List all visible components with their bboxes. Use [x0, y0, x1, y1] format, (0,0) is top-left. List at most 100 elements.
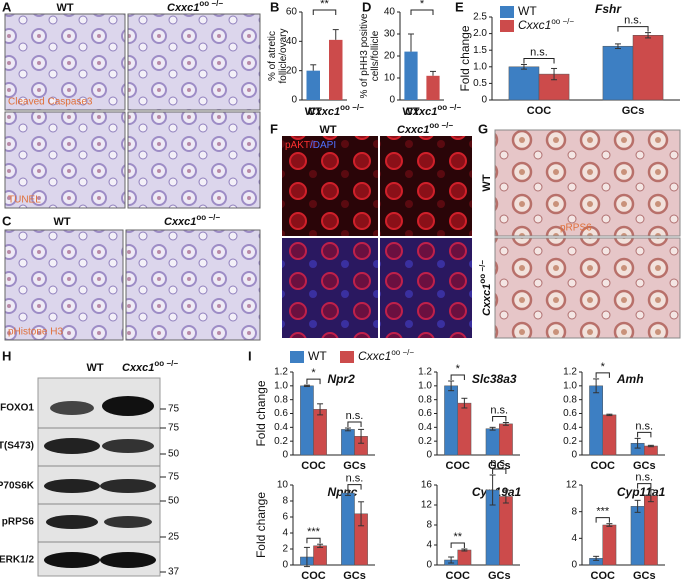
legend-swatch	[500, 20, 514, 32]
y-tick-label: 1.0	[563, 380, 577, 391]
micrograph	[494, 129, 681, 237]
genotype-label-base: Cxxc1	[164, 216, 196, 228]
genotype-label-sup: oo −/−	[478, 260, 487, 284]
micrograph	[380, 136, 472, 236]
y-tick-label: 1.5	[473, 45, 487, 56]
panel-letter: E	[455, 0, 464, 14]
band	[44, 438, 100, 454]
genotype-label: WT	[481, 174, 493, 191]
x-tick-label: GCs	[343, 570, 366, 579]
bar	[630, 506, 645, 566]
x-tick-label: GCs	[488, 570, 511, 579]
panel-letter: I	[248, 348, 252, 363]
y-tick-label: 40	[286, 36, 298, 47]
significance-label: ***	[307, 526, 321, 538]
x-tick-label: COC	[301, 460, 326, 472]
panel-letter: D	[362, 0, 371, 14]
micrograph	[380, 238, 472, 338]
significance-label: ***	[596, 506, 610, 518]
bar	[602, 414, 617, 456]
significance-bracket	[450, 542, 465, 548]
panel-letter: C	[2, 213, 12, 228]
genotype-label: Cxxc1oo −/−	[164, 213, 220, 228]
significance-label: n.s.	[635, 472, 653, 484]
y-tick-label: 16	[421, 480, 433, 491]
marker-label: 25	[168, 532, 180, 543]
x-tick-label: COC	[527, 105, 552, 117]
y-axis-label: Fold change	[254, 492, 268, 558]
bar	[632, 35, 664, 101]
band	[102, 439, 154, 453]
x-tick-label-sup: oo −/−	[340, 103, 364, 112]
y-tick-label: 4	[282, 528, 288, 539]
stain-label: pAKT/DAPI	[285, 140, 336, 151]
micrograph	[127, 111, 261, 209]
bar	[404, 51, 418, 100]
significance-bracket	[450, 374, 465, 380]
panel-letter: G	[478, 121, 488, 136]
micrograph	[282, 238, 378, 338]
band-label: FOXO1	[0, 403, 34, 414]
y-tick-label: 0.6	[274, 408, 288, 419]
y-tick-label: 0	[291, 95, 297, 106]
marker-label: 75	[168, 404, 180, 415]
x-tick-label: WT	[305, 106, 322, 118]
y-tick-label: 0.2	[418, 436, 432, 447]
chart-title: Slc38a3	[472, 372, 517, 386]
genotype-label-base: Cxxc1	[122, 362, 154, 374]
bar	[499, 496, 513, 566]
band	[100, 552, 156, 568]
genotype-label: WT	[56, 2, 73, 14]
y-tick-label: 0.2	[274, 436, 288, 447]
y-tick-label: 6	[282, 512, 288, 523]
panel-letter: A	[2, 0, 12, 14]
y-tick-label: 0	[282, 450, 288, 461]
y-tick-label: 1.0	[418, 380, 432, 391]
genotype-label-sup: oo −/−	[154, 359, 178, 368]
significance-bracket	[523, 57, 555, 64]
bar	[485, 428, 500, 456]
legend-label-base: WT	[308, 349, 327, 363]
significance-label: *	[601, 361, 606, 373]
y-tick-label: 0.5	[473, 78, 487, 89]
bar	[508, 66, 540, 101]
marker-label: 50	[168, 496, 180, 507]
x-tick-label: COC	[591, 460, 616, 472]
y-tick-label: 0.4	[563, 422, 577, 433]
band	[44, 552, 100, 568]
x-tick-label: GCs	[633, 460, 656, 472]
y-tick-label: 60	[286, 7, 298, 18]
bar	[306, 70, 320, 100]
y-tick-label: 0.6	[563, 408, 577, 419]
legend-swatch	[340, 351, 354, 363]
y-tick-label: 8	[426, 520, 432, 531]
legend-label: WT	[308, 349, 327, 363]
y-tick-label: 1.2	[274, 367, 288, 378]
y-tick-label: 0	[426, 450, 432, 461]
panel-letter: B	[270, 0, 279, 14]
y-tick-label: 2.5	[473, 12, 487, 23]
legend-label-sup: oo −/−	[551, 17, 574, 26]
y-tick-label: 0.4	[274, 422, 288, 433]
significance-bracket	[306, 537, 321, 544]
y-tick-label: 30	[384, 29, 396, 40]
significance-label: n.s.	[490, 457, 508, 469]
bar	[444, 385, 459, 456]
bar	[602, 45, 634, 101]
y-tick-label: 2.0	[473, 28, 487, 39]
y-axis-label: Fold change	[254, 380, 268, 446]
significance-label: n.s.	[530, 46, 548, 58]
genotype-label: Cxxc1oo −/−	[397, 121, 453, 136]
y-tick-label: 0	[282, 560, 288, 571]
band	[100, 479, 156, 493]
bar	[300, 385, 314, 456]
genotype-label-base: Cxxc1	[167, 2, 199, 14]
significance-label: n.s.	[635, 420, 653, 432]
x-tick-label-sup: oo −/−	[437, 103, 461, 112]
bar	[602, 524, 617, 566]
micrograph	[4, 111, 126, 209]
x-tick-label-base: WT	[305, 106, 322, 118]
y-tick-label: 0.8	[563, 394, 577, 405]
x-tick-label: Cxxc1oo −/−	[308, 103, 364, 118]
genotype-label-base: Cxxc1	[481, 284, 493, 316]
